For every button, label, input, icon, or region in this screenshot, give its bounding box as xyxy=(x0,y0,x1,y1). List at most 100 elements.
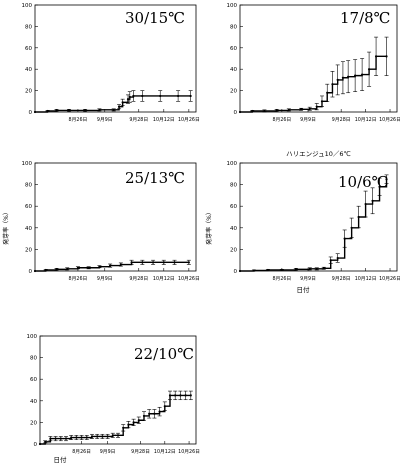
data-point xyxy=(343,237,346,240)
data-point xyxy=(378,185,381,188)
data-point xyxy=(76,266,80,269)
data-point xyxy=(80,436,83,439)
y-tick-label: 0 xyxy=(34,442,38,448)
data-point xyxy=(162,261,165,264)
data-point xyxy=(158,410,161,413)
data-point xyxy=(44,268,47,272)
x-tick-label: 10月12日 xyxy=(355,117,377,123)
data-point xyxy=(83,109,87,112)
y-tick-label: 20 xyxy=(30,420,37,426)
data-point xyxy=(177,94,180,98)
x-tick-label: 10月26日 xyxy=(379,117,400,123)
data-point xyxy=(357,215,360,219)
series-line xyxy=(35,261,189,272)
x-tick-label: 10月12日 xyxy=(355,276,377,282)
data-point xyxy=(275,109,278,112)
data-point xyxy=(361,73,364,76)
data-point xyxy=(75,436,78,439)
data-point xyxy=(70,436,73,439)
y-tick-label: 0 xyxy=(29,269,33,275)
data-point xyxy=(238,269,242,273)
data-point xyxy=(127,423,130,426)
data-point xyxy=(184,394,187,397)
data-point xyxy=(38,442,42,446)
data-point xyxy=(119,263,122,266)
data-point xyxy=(189,394,192,397)
data-point xyxy=(350,226,353,229)
data-point xyxy=(294,268,297,271)
y-tick-label: 80 xyxy=(30,356,37,362)
data-point xyxy=(46,109,49,113)
data-point xyxy=(117,105,121,108)
chart-title: ハリエンジュ10／6℃ xyxy=(286,150,351,158)
data-point xyxy=(33,269,37,273)
data-point xyxy=(33,110,37,114)
y-tick-label: 60 xyxy=(230,204,237,210)
plot-frame xyxy=(239,4,398,113)
x-tick-label: 9月9日 xyxy=(300,117,316,123)
y-tick-label: 40 xyxy=(30,399,37,405)
data-point xyxy=(263,109,266,113)
data-point xyxy=(116,434,120,437)
data-point xyxy=(55,109,58,112)
data-point xyxy=(66,267,69,270)
data-point xyxy=(299,108,303,111)
data-point xyxy=(98,108,101,111)
data-point xyxy=(374,55,378,58)
data-point xyxy=(126,98,130,101)
data-point xyxy=(132,94,135,98)
y-tick-label: 80 xyxy=(25,183,32,189)
x-tick-label: 9月9日 xyxy=(97,117,113,123)
data-point xyxy=(87,266,90,269)
panel-condition-label: 25/13℃ xyxy=(125,169,185,187)
x-tick-label: 9月28日 xyxy=(131,449,150,455)
data-point xyxy=(251,109,254,113)
y-tick-label: 80 xyxy=(230,183,237,189)
y-tick-label: 20 xyxy=(230,247,237,253)
data-point xyxy=(153,412,156,415)
y-tick-label: 20 xyxy=(230,89,237,95)
x-axis-label: 日付 xyxy=(54,455,68,464)
data-point xyxy=(67,109,71,112)
data-point xyxy=(128,95,131,99)
x-tick-label: 9月9日 xyxy=(100,449,116,455)
x-tick-label: 9月28日 xyxy=(332,117,351,123)
data-point xyxy=(148,412,151,415)
data-point xyxy=(280,268,283,272)
data-point xyxy=(179,394,182,397)
y-tick-label: 60 xyxy=(30,377,37,383)
x-tick-label: 8月26日 xyxy=(69,117,88,123)
x-tick-label: 8月26日 xyxy=(69,276,88,282)
chart-panel-4: 0 20 40 60 80 100 8月26日 9月9日 9月28日 10月12日 10月26日 10… xyxy=(205,150,400,294)
data-point xyxy=(315,105,318,108)
series-line xyxy=(240,179,388,272)
data-point xyxy=(371,199,374,202)
x-tick-label: 9月28日 xyxy=(129,117,148,123)
x-tick-label: 9月9日 xyxy=(300,276,316,282)
data-point xyxy=(54,437,57,440)
panel-condition-label: 30/15℃ xyxy=(125,9,185,27)
data-point xyxy=(320,100,324,103)
data-point xyxy=(112,108,115,111)
y-tick-label: 0 xyxy=(234,269,238,275)
data-point xyxy=(98,265,101,268)
panel-condition-label: 17/8℃ xyxy=(340,9,390,27)
y-tick-label: 100 xyxy=(227,161,238,167)
x-tick-label: 10月12日 xyxy=(153,276,175,282)
data-point xyxy=(308,267,311,270)
data-point xyxy=(168,394,172,397)
data-point xyxy=(354,74,357,77)
x-tick-label: 8月26日 xyxy=(72,449,91,455)
data-point xyxy=(336,256,339,260)
data-point xyxy=(141,261,144,264)
x-tick-label: 8月26日 xyxy=(272,117,291,123)
data-point xyxy=(106,435,109,438)
y-tick-label: 20 xyxy=(25,247,32,253)
chart-panel-3: 0 20 40 60 80 100 8月26日 9月9日 9月28日 10月12日 10月26日 25… xyxy=(2,161,200,282)
data-point xyxy=(266,268,270,272)
y-tick-label: 100 xyxy=(27,334,38,340)
data-point xyxy=(55,268,58,271)
data-point xyxy=(44,440,47,443)
data-point xyxy=(59,437,62,440)
